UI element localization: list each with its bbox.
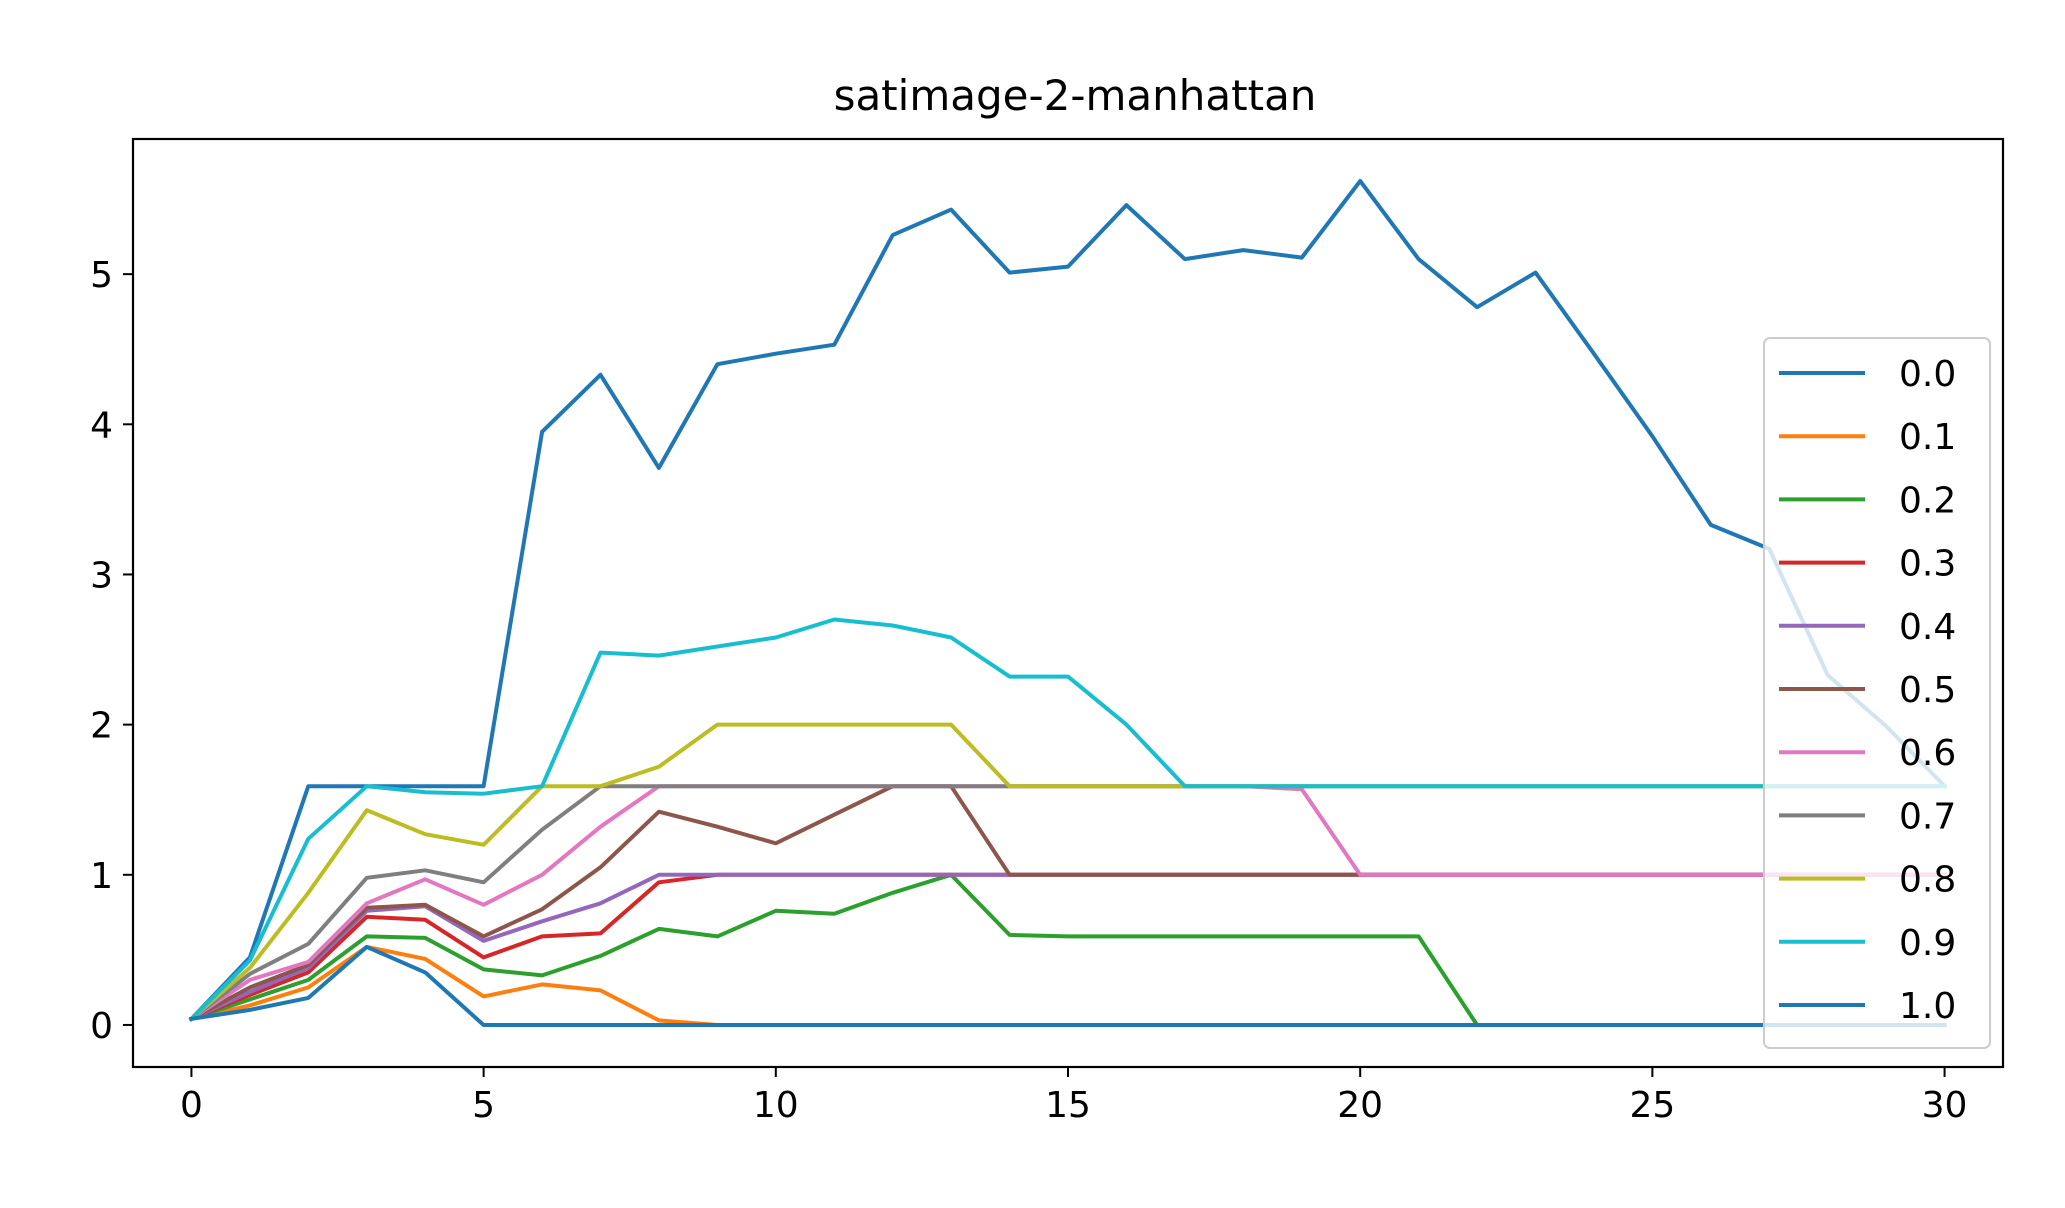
legend-label-0.7: 0.7 [1899, 796, 1956, 837]
x-tick-label: 15 [1045, 1085, 1091, 1126]
y-tick-label: 1 [90, 856, 113, 897]
x-tick-label: 30 [1922, 1085, 1968, 1126]
chart-title: satimage-2-manhattan [834, 71, 1317, 120]
legend-label-0.2: 0.2 [1899, 480, 1956, 521]
legend-label-0.1: 0.1 [1899, 417, 1956, 458]
legend-label-0.8: 0.8 [1899, 860, 1956, 901]
x-tick-label: 0 [180, 1085, 203, 1126]
y-axis: 0 1 2 3 4 5 [90, 255, 133, 1047]
legend-label-0.4: 0.4 [1899, 607, 1956, 648]
legend-label-0.5: 0.5 [1899, 670, 1956, 711]
legend: 0.0 0.1 0.2 0.3 0.4 0.5 0.6 0.7 0.8 0.9 1.0 [1763, 337, 1991, 1049]
y-tick-label: 0 [90, 1006, 113, 1047]
y-tick-label: 2 [90, 706, 113, 747]
x-tick-label: 20 [1337, 1085, 1383, 1126]
series-layer [188, 179, 1948, 1027]
series-line-0.9 [188, 617, 1947, 1022]
x-tick-label: 10 [753, 1085, 799, 1126]
x-axis: 0 5 10 15 20 25 30 [180, 1067, 1967, 1126]
legend-label-0.6: 0.6 [1899, 733, 1956, 774]
legend-label-0.0: 0.0 [1899, 354, 1956, 395]
y-tick-label: 4 [90, 405, 113, 446]
legend-box [1763, 337, 1991, 1049]
legend-label-1.0: 1.0 [1899, 986, 1956, 1027]
y-tick-label: 5 [90, 255, 113, 296]
x-tick-label: 25 [1629, 1085, 1675, 1126]
y-tick-label: 3 [90, 555, 113, 596]
legend-label-0.9: 0.9 [1899, 923, 1956, 964]
series-line-0.0 [188, 179, 1948, 1022]
x-tick-label: 5 [472, 1085, 495, 1126]
legend-label-0.3: 0.3 [1899, 544, 1956, 585]
series-line-1.0 [189, 944, 1947, 1027]
